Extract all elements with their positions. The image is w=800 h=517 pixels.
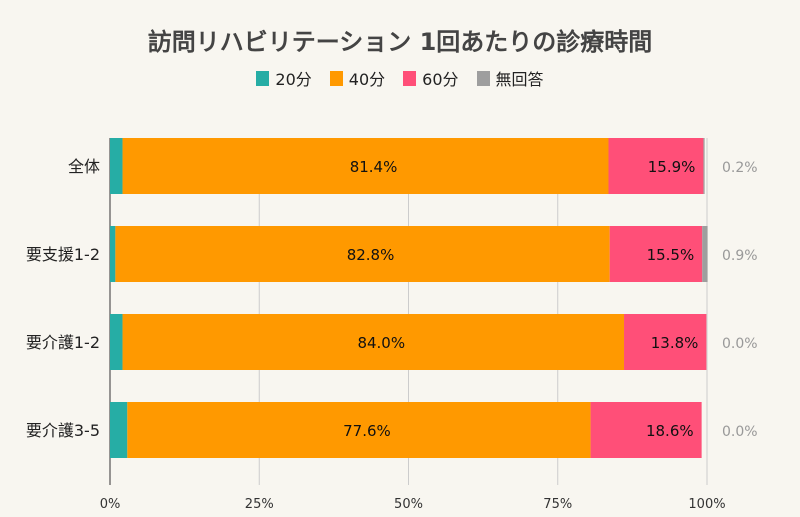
bar-segment — [609, 226, 703, 282]
legend: 20分 40分 60分 無回答 — [0, 66, 800, 90]
bar-segment — [110, 138, 123, 194]
x-tick-label: 50% — [394, 497, 423, 512]
x-tick-label: 100% — [688, 497, 725, 512]
category-label: 全体 — [68, 157, 100, 176]
chart-title: 訪問リハビリテーション 1回あたりの診療時間 — [147, 28, 653, 56]
bar-segment — [590, 402, 702, 458]
bar-segment — [110, 314, 123, 370]
category-label: 要支援1-2 — [26, 245, 100, 264]
data-label: 15.9% — [648, 158, 696, 176]
data-label: 77.6% — [343, 422, 391, 440]
data-label: 0.9% — [722, 248, 758, 264]
legend-label: 60分 — [422, 70, 459, 89]
data-label: 82.8% — [347, 246, 395, 264]
legend-swatch — [329, 70, 343, 86]
data-label: 0.0% — [722, 336, 758, 352]
bar-segment — [608, 138, 704, 194]
bar-segment — [127, 402, 591, 458]
legend-label: 無回答 — [495, 70, 544, 89]
category-label: 要介護1-2 — [26, 333, 100, 352]
data-label: 13.8% — [651, 334, 699, 352]
x-tick-label: 0% — [100, 497, 121, 512]
category-label: 要介護3-5 — [26, 421, 100, 440]
bar-segment — [110, 226, 116, 282]
data-label: 18.6% — [646, 422, 694, 440]
data-label: 0.0% — [722, 424, 758, 440]
x-tick-label: 25% — [245, 497, 274, 512]
legend-label: 40分 — [348, 70, 386, 89]
bar-segment — [624, 314, 707, 370]
x-tick-label: 75% — [543, 497, 572, 512]
data-label: 81.4% — [350, 158, 398, 176]
bar-segment — [703, 138, 705, 194]
legend-swatch — [403, 70, 417, 86]
bar-segment — [115, 226, 610, 282]
bar-segment — [110, 402, 128, 458]
legend-label: 20分 — [275, 70, 312, 89]
legend-item: 無回答 — [476, 66, 544, 90]
bar-segment — [122, 138, 609, 194]
data-label: 84.0% — [357, 334, 405, 352]
data-label: 0.2% — [722, 160, 758, 176]
legend-item: 40分 — [329, 66, 386, 90]
legend-swatch — [256, 70, 270, 86]
legend-swatch — [476, 70, 490, 86]
bar-segment — [122, 314, 625, 370]
legend-item: 20分 — [256, 66, 312, 90]
legend-item: 60分 — [403, 66, 459, 90]
data-label: 15.5% — [647, 246, 695, 264]
bar-segment — [702, 226, 708, 282]
